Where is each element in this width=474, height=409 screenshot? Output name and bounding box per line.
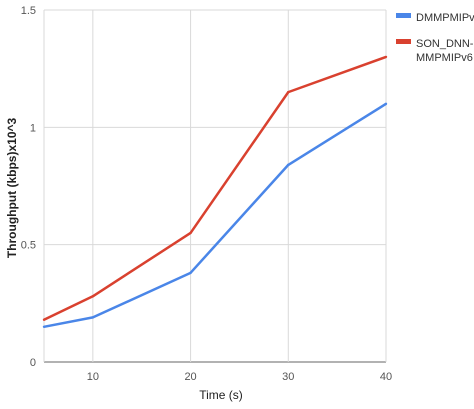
data-point	[384, 55, 388, 59]
legend: DMMPMIPv6 SON_DNN-D MMPMIPv6	[396, 12, 474, 64]
data-point	[287, 90, 290, 94]
data-point	[189, 271, 192, 275]
y-tick-label: 0	[30, 357, 36, 369]
legend-swatch	[396, 39, 411, 44]
data-point	[287, 163, 290, 167]
y-tick-labels: 0 0.5 1 1.5	[21, 5, 36, 369]
legend-label: DMMPMIPv6	[416, 12, 474, 24]
x-tick-label: 10	[87, 371, 99, 383]
x-axis-title: Time (s)	[199, 388, 243, 402]
y-tick-label: 0.5	[21, 240, 36, 252]
data-point	[189, 231, 192, 235]
x-tick-label: 30	[282, 371, 294, 383]
x-tick-label: 20	[184, 371, 196, 383]
legend-label: MMPMIPv6	[416, 52, 473, 64]
x-tick-labels: 10 20 30 40	[87, 371, 392, 383]
y-axis-title: Throughput (kbps)x10^3	[5, 118, 19, 259]
legend-swatch	[396, 13, 411, 18]
series-lines	[42, 55, 388, 329]
series-line-1	[43, 55, 387, 321]
x-tick-label: 40	[380, 371, 392, 383]
data-point	[91, 295, 95, 298]
data-point	[42, 318, 46, 321]
y-tick-label: 1	[30, 122, 36, 134]
data-point	[91, 316, 95, 319]
data-point	[42, 325, 46, 328]
y-tick-label: 1.5	[21, 5, 36, 17]
data-point	[384, 102, 388, 106]
grid	[43, 9, 387, 363]
legend-label: SON_DNN-D	[416, 38, 474, 50]
